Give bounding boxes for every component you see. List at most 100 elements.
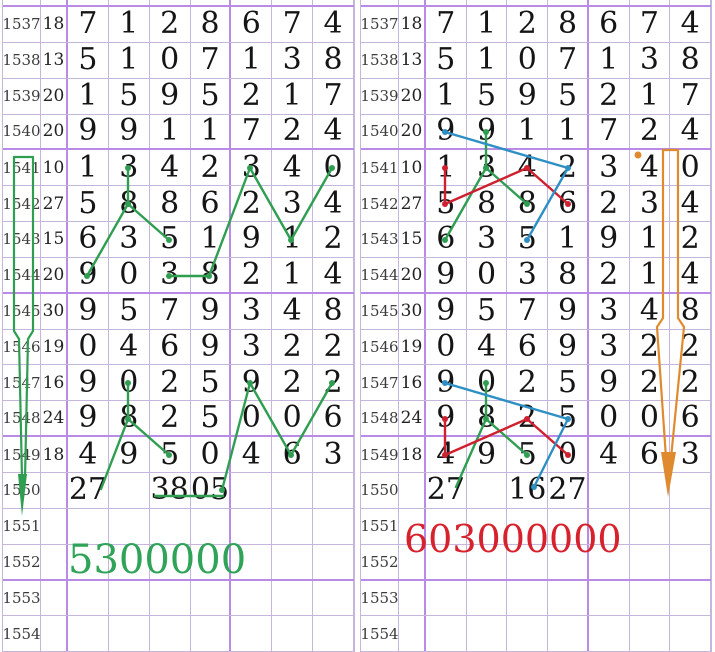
digit-cell (507, 616, 549, 652)
digit-cell: 1 (426, 150, 467, 186)
sum-cell: 13 (399, 42, 426, 78)
digit-cell: 8 (548, 7, 589, 42)
digit-cell: 7 (272, 7, 314, 42)
digit-cell: 1 (272, 222, 314, 257)
digit-cell: 6 (670, 401, 711, 436)
digit-cell: 3 (231, 293, 273, 329)
digit-cell: 5 (191, 365, 232, 401)
table-row-1543: 1543 15 6 3 5 1 9 1 2 (360, 222, 711, 258)
digit-cell: 9 (191, 293, 232, 329)
digit-cell: 8 (313, 293, 354, 329)
table-row-1544: 1544 20 9 0 3 8 2 1 4 (2, 257, 354, 294)
digit-cell (68, 544, 109, 579)
digit-cell (68, 580, 109, 616)
digit-cell: 4 (630, 150, 671, 186)
digit-cell (109, 472, 150, 508)
sum-cell: 20 (399, 78, 426, 114)
digit-cell: 9 (467, 437, 508, 472)
digit-cell: 4 (467, 329, 508, 365)
digit-cell: 7 (68, 7, 109, 42)
digit-cell (191, 616, 232, 652)
digit-cell: 3 (630, 42, 671, 78)
sum-cell (41, 580, 68, 616)
digit-cell: 9 (150, 78, 191, 114)
digit-cell: 7 (589, 114, 630, 149)
stub-cell (467, 0, 508, 5)
sum-cell: 18 (399, 437, 426, 472)
digit-cell (589, 472, 630, 508)
digit-cell (670, 616, 711, 652)
table-row-1552: 1552 (2, 544, 354, 581)
digit-cell: 6 (231, 7, 273, 42)
digit-cell: 05 (191, 472, 232, 508)
digit-cell: 2 (507, 401, 549, 436)
digit-cell (467, 472, 508, 508)
digit-cell: 5 (68, 186, 109, 222)
digit-cell (272, 616, 314, 652)
digit-cell: 2 (272, 114, 314, 149)
issue-id-cell: 1549 (2, 437, 41, 472)
sum-cell: 24 (399, 401, 426, 436)
stub-cell (68, 0, 109, 5)
sum-cell: 30 (399, 293, 426, 329)
sum-cell (41, 508, 68, 544)
digit-cell (150, 616, 191, 652)
issue-id-cell: 1541 (2, 150, 41, 186)
digit-cell: 5 (109, 293, 150, 329)
digit-cell: 1 (272, 78, 314, 114)
digit-cell: 3 (589, 293, 630, 329)
digit-cell: 9 (548, 293, 589, 329)
digit-cell (467, 544, 508, 579)
digit-cell: 8 (507, 186, 549, 222)
digit-cell: 7 (191, 42, 232, 78)
digit-cell: 2 (231, 257, 273, 292)
table-row-1546: 1546 19 0 4 6 9 3 2 2 (360, 329, 711, 366)
issue-id-cell: 1553 (360, 580, 399, 616)
digit-cell: 4 (313, 186, 354, 222)
issue-id-cell: 1548 (2, 401, 41, 436)
digit-cell: 0 (630, 401, 671, 436)
issue-id-cell: 1542 (360, 186, 399, 222)
digit-cell: 0 (426, 329, 467, 365)
digit-cell: 1 (68, 78, 109, 114)
digit-cell: 3 (313, 437, 354, 472)
digit-cell: 0 (272, 401, 314, 436)
digit-cell: 7 (670, 78, 711, 114)
issue-id-cell: 1548 (360, 401, 399, 436)
sum-cell (399, 544, 426, 579)
table-row-1550: 1550 27 16 27 (360, 472, 711, 509)
digit-cell: 2 (589, 78, 630, 114)
issue-id-cell: 1539 (2, 78, 41, 114)
digit-cell: 2 (150, 7, 191, 42)
digit-cell (150, 580, 191, 616)
table-row-1551: 1551 (2, 508, 354, 545)
digit-cell (231, 544, 273, 579)
issue-id-cell: 1542 (2, 186, 41, 222)
table-row-1554: 1554 (2, 616, 354, 652)
digit-cell (670, 580, 711, 616)
digit-cell: 8 (548, 257, 589, 292)
table-row-1544: 1544 20 9 0 3 8 2 1 4 (360, 257, 711, 294)
digit-cell (150, 544, 191, 579)
digit-cell: 1 (272, 257, 314, 292)
digit-cell: 2 (313, 365, 354, 401)
digit-cell: 27 (548, 472, 589, 508)
digit-cell: 9 (68, 365, 109, 401)
digit-cell (313, 544, 354, 579)
stub-cell (231, 0, 273, 5)
issue-id-cell: 1543 (360, 222, 399, 257)
issue-id-cell: 1549 (360, 437, 399, 472)
digit-cell: 9 (191, 329, 232, 365)
digit-cell: 4 (68, 437, 109, 472)
big-number-left: 5300000 (68, 537, 247, 583)
digit-cell: 1 (467, 7, 508, 42)
digit-cell: 7 (426, 7, 467, 42)
table-right: 1537 18 7 1 2 8 6 7 4 1538 13 5 1 0 7 1 3 8 1539 20 1 5 9 5 2 1 7 1… (360, 0, 712, 652)
sum-cell: 19 (399, 329, 426, 365)
digit-cell: 8 (191, 257, 232, 292)
sum-cell: 18 (41, 437, 68, 472)
digit-cell: 8 (313, 42, 354, 78)
digit-cell (507, 544, 549, 579)
sum-cell: 18 (41, 7, 68, 42)
